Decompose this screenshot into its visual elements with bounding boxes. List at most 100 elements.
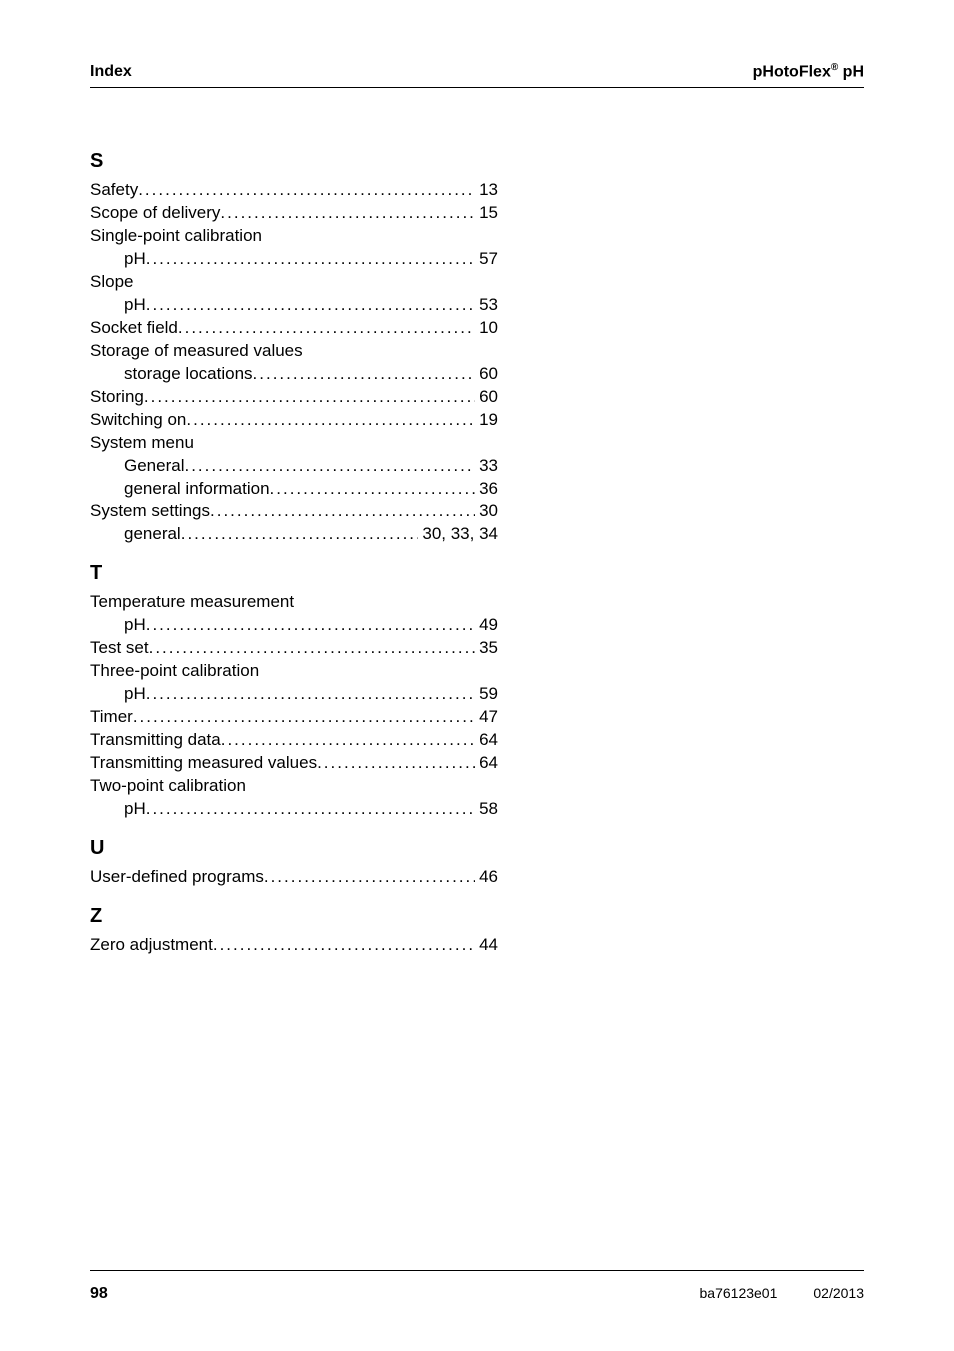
index-entry-leader — [270, 478, 476, 501]
index-entry-leader — [146, 683, 475, 706]
index-entry-label: Zero adjustment — [90, 934, 213, 957]
index-entry: General 33 — [90, 455, 498, 478]
footer-right: ba76123e01 02/2013 — [700, 1285, 864, 1301]
footer-doc-id: ba76123e01 — [700, 1285, 778, 1301]
index-entry: storage locations 60 — [90, 363, 498, 386]
index-entry-page: 30 — [475, 500, 498, 523]
index-entry-page: 46 — [475, 866, 498, 889]
index-entry-label: Storage of measured values — [90, 340, 303, 363]
index-entry-label: general information — [124, 478, 270, 501]
index-entry: pH 53 — [90, 294, 498, 317]
index-entry-leader — [213, 934, 475, 957]
index-entry-label: Temperature measurement — [90, 591, 294, 614]
index-entry-leader — [146, 798, 475, 821]
index-entry-label: Transmitting data — [90, 729, 221, 752]
index-entry-label: General — [124, 455, 184, 478]
index-entry-page: 35 — [475, 637, 498, 660]
index-entry: System settings 30 — [90, 500, 498, 523]
index-entry-label: Scope of delivery — [90, 202, 220, 225]
index-entry-page: 36 — [475, 478, 498, 501]
index-section-head: Z — [90, 903, 498, 930]
index-section-head: S — [90, 148, 498, 175]
index-entry-label: Safety — [90, 179, 138, 202]
index-entry-label: System menu — [90, 432, 194, 455]
index-entry: pH 57 — [90, 248, 498, 271]
index-entry-leader — [146, 294, 475, 317]
index-entry-label: Switching on — [90, 409, 186, 432]
index-entry-page: 13 — [475, 179, 498, 202]
index-entry-page: 19 — [475, 409, 498, 432]
index-entry: Storage of measured values — [90, 340, 498, 363]
index-entry: Safety 13 — [90, 179, 498, 202]
index-entry-leader — [184, 455, 475, 478]
index-entry: Transmitting data 64 — [90, 729, 498, 752]
index-entry-page: 60 — [475, 363, 498, 386]
index-entry-label: Three-point calibration — [90, 660, 259, 683]
footer-date: 02/2013 — [813, 1285, 864, 1301]
index-entry-page: 60 — [475, 386, 498, 409]
index-entry: Storing 60 — [90, 386, 498, 409]
index-entry-label: general — [124, 523, 181, 546]
index-entry-page: 47 — [475, 706, 498, 729]
index-entry: Slope — [90, 271, 498, 294]
index-entry: Socket field 10 — [90, 317, 498, 340]
page-footer: 98 ba76123e01 02/2013 — [90, 1270, 864, 1303]
index-entry-label: Storing — [90, 386, 144, 409]
page-header: Index pHotoFlex® pH — [90, 62, 864, 88]
index-entry-leader — [317, 752, 475, 775]
index-entry: pH 49 — [90, 614, 498, 637]
index-entry-label: User-defined programs — [90, 866, 264, 889]
index-entry-page: 64 — [475, 729, 498, 752]
index-entry-label: System settings — [90, 500, 210, 523]
index-entry-page: 15 — [475, 202, 498, 225]
index-entry-page: 64 — [475, 752, 498, 775]
index-entry-label: storage locations — [124, 363, 253, 386]
index-entry-page: 58 — [475, 798, 498, 821]
footer-page-number: 98 — [90, 1285, 108, 1303]
header-product-prefix: pHotoFlex — [753, 63, 831, 80]
index-entry-leader — [178, 317, 475, 340]
index-entry: Single-point calibration — [90, 225, 498, 248]
index-entry-page: 53 — [475, 294, 498, 317]
index-entry-label: Socket field — [90, 317, 178, 340]
page: Index pHotoFlex® pH SSafety 13Scope of d… — [0, 0, 954, 1351]
header-product-suffix: pH — [838, 63, 864, 80]
index-entry-label: pH — [124, 683, 146, 706]
index-entry: Test set 35 — [90, 637, 498, 660]
index-entry-page: 33 — [475, 455, 498, 478]
index-entry-label: Slope — [90, 271, 133, 294]
index-entry-leader — [181, 523, 419, 546]
index-entry-label: pH — [124, 248, 146, 271]
index-entry-leader — [146, 248, 475, 271]
index-entry: Transmitting measured values 64 — [90, 752, 498, 775]
index-entry: general information 36 — [90, 478, 498, 501]
index-entry-leader — [220, 202, 475, 225]
index-entry-page: 59 — [475, 683, 498, 706]
index-entry-leader — [264, 866, 475, 889]
index-entry: Zero adjustment 44 — [90, 934, 498, 957]
index-entry: Timer 47 — [90, 706, 498, 729]
index-entry-label: Two-point calibration — [90, 775, 246, 798]
index-entry: System menu — [90, 432, 498, 455]
index-entry-page: 10 — [475, 317, 498, 340]
index-entry-label: pH — [124, 614, 146, 637]
index-entry-label: Single-point calibration — [90, 225, 262, 248]
index-entry: Three-point calibration — [90, 660, 498, 683]
index-entry: pH 59 — [90, 683, 498, 706]
index-entry-label: pH — [124, 294, 146, 317]
index-entry-leader — [221, 729, 475, 752]
header-right: pHotoFlex® pH — [753, 62, 864, 81]
index-entry: pH 58 — [90, 798, 498, 821]
index-entry-leader — [146, 614, 475, 637]
index-column: SSafety 13Scope of delivery 15Single-poi… — [90, 148, 498, 956]
index-entry-label: Timer — [90, 706, 133, 729]
index-entry-page: 44 — [475, 934, 498, 957]
index-entry-page: 30, 33, 34 — [418, 523, 498, 546]
index-entry: Scope of delivery 15 — [90, 202, 498, 225]
index-entry-leader — [133, 706, 475, 729]
index-section-head: T — [90, 560, 498, 587]
index-entry-leader — [144, 386, 475, 409]
index-entry: Two-point calibration — [90, 775, 498, 798]
index-entry: Switching on 19 — [90, 409, 498, 432]
index-entry-leader — [186, 409, 475, 432]
